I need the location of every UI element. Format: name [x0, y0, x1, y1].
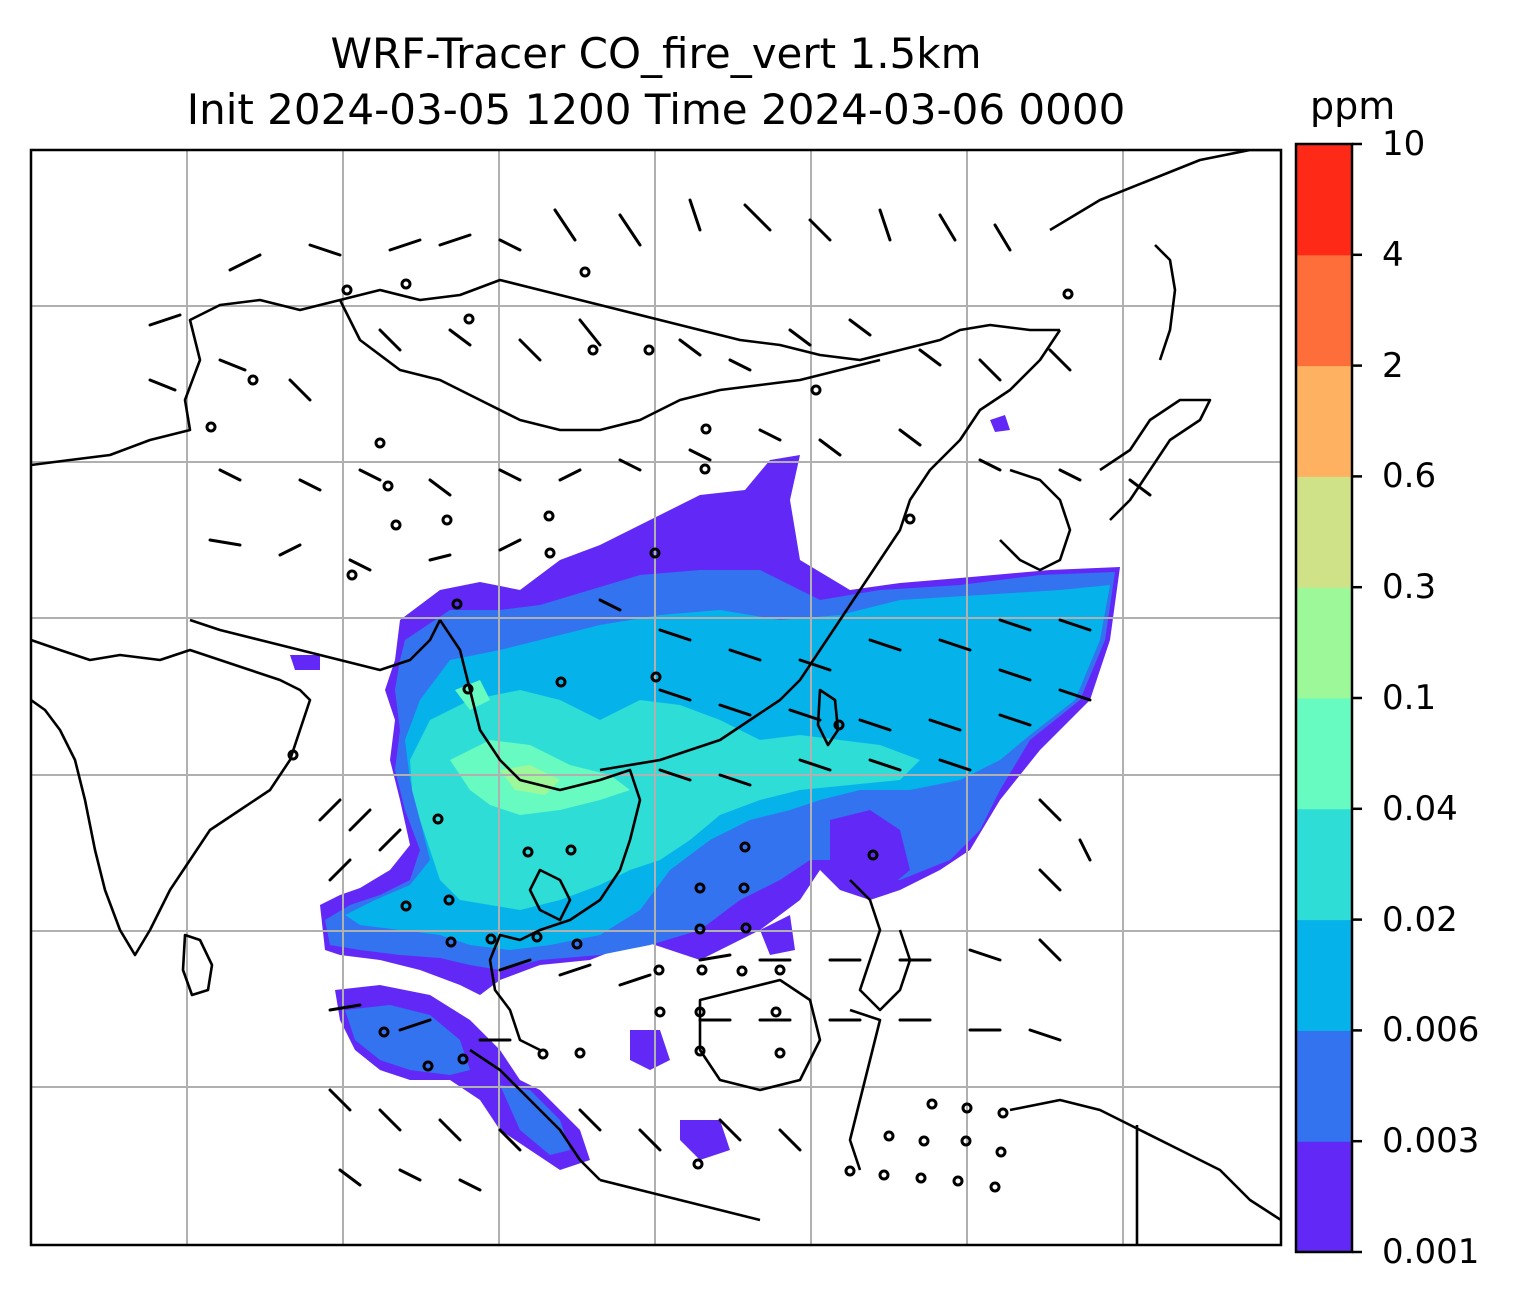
tracer-contour-0.02 — [410, 690, 920, 910]
philippines-coastline — [849, 879, 912, 1012]
china-east-coastline — [599, 329, 1062, 772]
russia-coastline — [1049, 150, 1281, 232]
colorbar-segment — [1296, 254, 1352, 367]
colorbar-segment — [1296, 919, 1352, 1031]
korea-coastline — [999, 468, 1072, 572]
indochina-coastline — [438, 619, 642, 1052]
colorbar-segment — [1296, 1030, 1352, 1142]
borneo-coastline — [698, 978, 822, 1092]
colorbar-tick-label: 0.3 — [1382, 567, 1437, 608]
colorbar-segment — [1296, 144, 1352, 256]
colorbar-segment — [1296, 365, 1352, 477]
sri-lanka-coastline — [181, 933, 214, 997]
colorbar-tick-label: 4 — [1382, 234, 1404, 275]
tracer-concentration-field — [290, 415, 1120, 1170]
calm-wind-circles — [205, 266, 1074, 1193]
colorbar-tick-label: 0.02 — [1382, 899, 1458, 940]
colorbar-tick-label: 0.04 — [1382, 788, 1458, 829]
colorbar — [1294, 142, 1362, 1254]
new-guinea-coastline — [1009, 1098, 1281, 1222]
china-south-border — [189, 618, 442, 672]
colorbar-tick-label: 0.003 — [1382, 1121, 1480, 1162]
map-gridlines — [31, 150, 1281, 1245]
colorbar-tick-label: 2 — [1382, 345, 1404, 386]
colorbar-segment — [1296, 1141, 1352, 1253]
japan-coastline — [1099, 398, 1212, 521]
india-coastline — [31, 638, 312, 957]
colorbar-tick-label: 0.6 — [1382, 456, 1437, 497]
map-title-line-2: Init 2024-03-05 1200 Time 2024-03-06 000… — [186, 85, 1126, 134]
colorbar-unit-label: ppm — [1310, 84, 1396, 128]
map-plot-area — [31, 150, 1281, 1245]
himalaya-border — [31, 278, 1060, 467]
colorbar-tick-label: 0.001 — [1382, 1232, 1480, 1272]
mongolia-border — [338, 299, 881, 432]
tracer-contour-0.04 — [450, 680, 630, 815]
colorbar-tick-label: 0.006 — [1382, 1010, 1480, 1051]
sumatra-coastline — [469, 1048, 601, 1181]
colorbar-tick-label: 0.1 — [1382, 678, 1437, 718]
gulf-of-thailand — [528, 868, 572, 922]
wind-barbs — [148, 198, 1152, 1192]
colorbar-segment — [1296, 476, 1352, 588]
colorbar-tick-label: 10 — [1382, 124, 1426, 164]
sakhalin-coastline — [1154, 244, 1177, 361]
coastlines-and-borders — [31, 150, 1281, 1245]
map-frame — [29, 148, 1283, 1247]
tracer-contour-0.003-south — [345, 1005, 570, 1155]
colorbar-segment — [1296, 587, 1352, 699]
colorbar-segment — [1296, 808, 1352, 921]
map-title-line-1: WRF-Tracer CO_fire_vert 1.5km — [330, 29, 982, 78]
colorbar-segment — [1296, 698, 1352, 810]
java-coastline — [599, 1178, 761, 1222]
sulawesi-coastline — [848, 1008, 882, 1171]
